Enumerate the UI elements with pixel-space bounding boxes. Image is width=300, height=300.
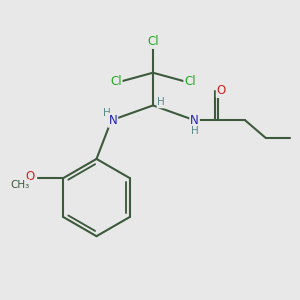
Text: O: O: [217, 84, 226, 97]
Text: N: N: [109, 114, 117, 127]
Text: H: H: [158, 98, 165, 107]
Text: N: N: [190, 114, 199, 127]
Text: Cl: Cl: [110, 75, 122, 88]
Text: CH₃: CH₃: [10, 180, 30, 190]
Text: O: O: [26, 170, 35, 183]
Text: Cl: Cl: [147, 35, 159, 48]
Text: H: H: [191, 126, 199, 136]
Text: H: H: [103, 108, 111, 118]
Text: Cl: Cl: [184, 75, 196, 88]
